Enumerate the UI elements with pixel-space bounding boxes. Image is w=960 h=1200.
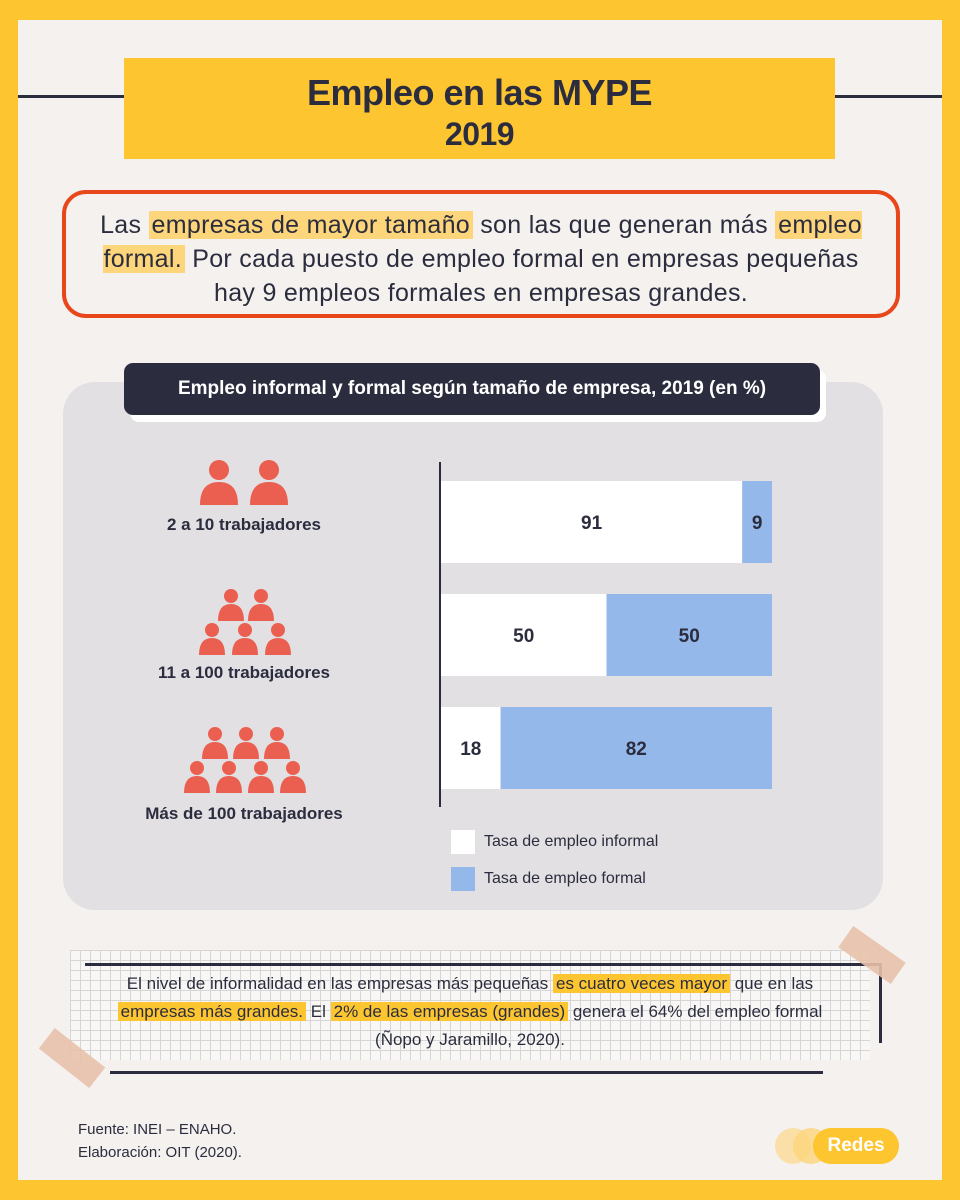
note-highlight-1: es cuatro veces mayor — [552, 974, 730, 993]
person-head — [271, 623, 285, 637]
legend-label-informal: Tasa de empleo informal — [484, 833, 659, 850]
person-head — [208, 727, 222, 741]
source-credits: Fuente: INEI – ENAHO. Elaboración: OIT (… — [78, 1118, 242, 1164]
header-left-line — [18, 95, 150, 98]
person-head — [222, 761, 236, 775]
person-head — [239, 727, 253, 741]
data-label-formal-2: 82 — [626, 739, 647, 760]
person-body — [265, 638, 291, 655]
bar-informal-0 — [441, 481, 743, 563]
note-text-4: genera el 64% del empleo formal (Ñopo y … — [375, 1002, 823, 1049]
page-year: 2019 — [444, 116, 515, 152]
person-head — [270, 727, 284, 741]
note-text-2: que en las — [730, 974, 814, 993]
group-label-medium: 11 a 100 trabajadores — [157, 663, 330, 682]
person-body — [233, 742, 259, 759]
person-head — [254, 589, 268, 603]
person-body — [248, 604, 274, 621]
person-head — [238, 623, 252, 637]
chart-axis — [439, 462, 441, 807]
person-body — [280, 776, 306, 793]
note-highlight-3: 2% de las empresas (grandes) — [330, 1002, 569, 1021]
note-highlight-2: empresas más grandes. — [117, 1002, 307, 1021]
chart-title: Empleo informal y formal según tamaño de… — [124, 363, 820, 415]
note-text: El nivel de informalidad en las empresas… — [95, 970, 845, 1054]
person-pair-icon — [200, 460, 288, 505]
person-body — [184, 776, 210, 793]
legend-label-formal: Tasa de empleo formal — [484, 870, 646, 887]
bar-formal-0 — [742, 481, 772, 563]
redes-logo: Redes — [775, 1128, 900, 1164]
callout-text-2: son las que generan más — [473, 211, 776, 239]
person-group-icon — [199, 589, 291, 655]
logo-text: Redes — [813, 1128, 899, 1164]
note-underline — [110, 1071, 823, 1074]
note-frame — [85, 963, 882, 1043]
source-line: Fuente: INEI – ENAHO. — [78, 1121, 237, 1138]
person-crowd-icon — [184, 727, 306, 793]
callout-text-3: Por cada puesto de empleo formal en empr… — [184, 245, 859, 307]
person-body — [264, 742, 290, 759]
title-banner: Empleo en las MYPE 2019 — [124, 58, 835, 159]
people-icon-large — [180, 727, 312, 804]
group-label-small: 2 a 10 trabajadores — [166, 515, 322, 534]
people-icon-small — [196, 458, 296, 513]
page-title: Empleo en las MYPE — [306, 72, 653, 113]
bar-informal-2 — [441, 707, 501, 789]
bar-informal-1 — [441, 594, 607, 676]
person-head — [286, 761, 300, 775]
bar-formal-1 — [606, 594, 772, 676]
legend-swatch-formal — [451, 867, 475, 891]
person-head — [254, 761, 268, 775]
person-head — [190, 761, 204, 775]
person-body — [218, 604, 244, 621]
data-label-formal-1: 50 — [679, 626, 700, 647]
person-body — [202, 742, 228, 759]
person-body — [248, 776, 274, 793]
data-label-informal-0: 91 — [581, 513, 603, 534]
data-label-informal-2: 18 — [460, 739, 481, 760]
elaboration-line: Elaboración: OIT (2020). — [78, 1144, 242, 1161]
person-body — [199, 638, 225, 655]
key-message-callout: Las empresas de mayor tamaño son las que… — [62, 190, 900, 318]
header-right-line — [812, 95, 942, 98]
stacked-bar-chart: 91 9 50 50 18 82 — [441, 481, 772, 789]
legend-swatch-informal — [451, 830, 475, 854]
key-message-text: Las empresas de mayor tamaño son las que… — [66, 208, 896, 310]
callout-text-1: Las — [100, 211, 149, 239]
data-label-formal-0: 9 — [752, 513, 763, 534]
callout-highlight-1: empresas de mayor tamaño — [148, 211, 473, 239]
person-body — [232, 638, 258, 655]
note-text-1: El nivel de informalidad en las empresas… — [126, 974, 553, 993]
data-label-informal-1: 50 — [513, 626, 534, 647]
person-head — [224, 589, 238, 603]
bar-formal-2 — [500, 707, 772, 789]
note-text-3: El — [306, 1002, 331, 1021]
person-body — [216, 776, 242, 793]
person-head — [205, 623, 219, 637]
group-label-large: Más de 100 trabajadores — [145, 804, 343, 823]
people-icon-medium — [196, 589, 296, 666]
